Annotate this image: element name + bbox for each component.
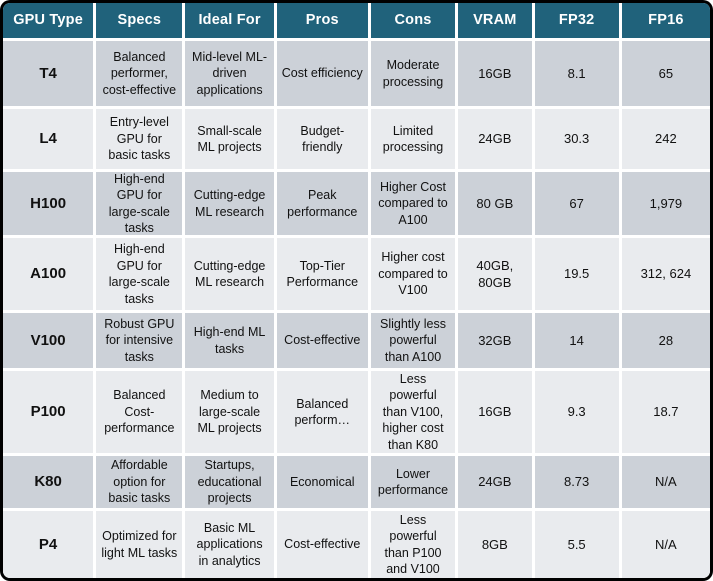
table-cell: Higher Cost compared to A100 — [370, 172, 456, 235]
table-cell: N/A — [621, 456, 710, 508]
gpu-type-cell: A100 — [3, 238, 94, 310]
table-cell: Top-Tier Performance — [276, 238, 368, 310]
table-cell: 312, 624 — [621, 238, 710, 310]
table-cell: 24GB — [458, 456, 532, 508]
table-cell: Mid-level ML-driven applications — [185, 41, 274, 106]
gpu-type-cell: P4 — [3, 511, 94, 578]
table-cell: 80 GB — [458, 172, 532, 235]
table-cell: Medium to large-scale ML projects — [185, 371, 274, 453]
table-cell: 40GB, 80GB — [458, 238, 532, 310]
table-cell: 19.5 — [534, 238, 619, 310]
table-cell: 16GB — [458, 41, 532, 106]
table-cell: 18.7 — [621, 371, 710, 453]
column-header-gpu-type: GPU Type — [3, 3, 94, 38]
table-cell: N/A — [621, 511, 710, 578]
table-cell: 1,979 — [621, 172, 710, 235]
table-cell: 28 — [621, 313, 710, 368]
table-cell: 16GB — [458, 371, 532, 453]
table-cell: Cutting-edge ML research — [185, 172, 274, 235]
table-cell: Balanced Cost-performance — [96, 371, 183, 453]
table-cell: Less powerful than V100, higher cost tha… — [370, 371, 456, 453]
table-cell: Entry-level GPU for basic tasks — [96, 109, 183, 169]
table-cell: Balanced performer, cost-effective — [96, 41, 183, 106]
column-header-fp16: FP16 — [621, 3, 710, 38]
column-header-specs: Specs — [96, 3, 183, 38]
table-cell: 242 — [621, 109, 710, 169]
gpu-type-cell: K80 — [3, 456, 94, 508]
column-header-fp32: FP32 — [534, 3, 619, 38]
gpu-comparison-grid: GPU Type Specs Ideal For Pros Cons VRAM FP32 FP… — [3, 3, 710, 578]
table-cell: Balanced perform… — [276, 371, 368, 453]
table-cell: High-end GPU for large-scale tasks — [96, 172, 183, 235]
table-cell: 14 — [534, 313, 619, 368]
table-cell: High-end ML tasks — [185, 313, 274, 368]
table-cell: 5.5 — [534, 511, 619, 578]
gpu-type-cell: V100 — [3, 313, 94, 368]
gpu-type-cell: P100 — [3, 371, 94, 453]
table-cell: 24GB — [458, 109, 532, 169]
table-cell: Small-scale ML projects — [185, 109, 274, 169]
gpu-type-cell: H100 — [3, 172, 94, 235]
table-cell: Cost-effective — [276, 511, 368, 578]
table-cell: Startups, educational projects — [185, 456, 274, 508]
table-cell: Robust GPU for intensive tasks — [96, 313, 183, 368]
table-cell: Cutting-edge ML research — [185, 238, 274, 310]
table-cell: Economical — [276, 456, 368, 508]
table-cell: Basic ML applications in analytics — [185, 511, 274, 578]
table-cell: Cost-effective — [276, 313, 368, 368]
table-cell: Cost efficiency — [276, 41, 368, 106]
table-cell: 30.3 — [534, 109, 619, 169]
table-cell: Budget-friendly — [276, 109, 368, 169]
table-cell: Less powerful than P100 and V100 — [370, 511, 456, 578]
table-cell: 8.1 — [534, 41, 619, 106]
table-cell: 9.3 — [534, 371, 619, 453]
gpu-type-cell: L4 — [3, 109, 94, 169]
column-header-vram: VRAM — [458, 3, 532, 38]
table-cell: High-end GPU for large-scale tasks — [96, 238, 183, 310]
column-header-cons: Cons — [370, 3, 456, 38]
table-cell: 8.73 — [534, 456, 619, 508]
table-cell: Peak performance — [276, 172, 368, 235]
table-cell: Moderate processing — [370, 41, 456, 106]
table-cell: 65 — [621, 41, 710, 106]
column-header-ideal-for: Ideal For — [185, 3, 274, 38]
table-cell: Optimized for light ML tasks — [96, 511, 183, 578]
table-cell: 67 — [534, 172, 619, 235]
table-cell: Higher cost compared to V100 — [370, 238, 456, 310]
table-cell: Lower performance — [370, 456, 456, 508]
table-cell: 32GB — [458, 313, 532, 368]
table-cell: Limited processing — [370, 109, 456, 169]
gpu-type-cell: T4 — [3, 41, 94, 106]
table-cell: Slightly less powerful than A100 — [370, 313, 456, 368]
table-cell: 8GB — [458, 511, 532, 578]
table-cell: Affordable option for basic tasks — [96, 456, 183, 508]
column-header-pros: Pros — [276, 3, 368, 38]
